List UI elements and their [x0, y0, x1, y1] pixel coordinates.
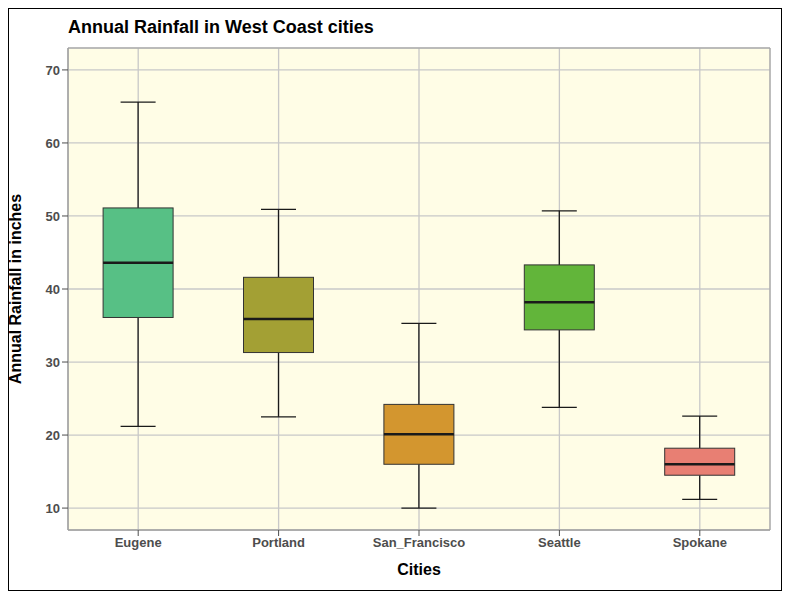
svg-text:40: 40: [46, 282, 60, 297]
html-text:Annual Rainfall in West Coast: Annual Rainfall in West Coast cities: [68, 17, 374, 37]
svg-text:50: 50: [46, 209, 60, 224]
svg-text:70: 70: [46, 63, 60, 78]
svg-text:Eugene: Eugene: [115, 535, 162, 550]
svg-text:20: 20: [46, 428, 60, 443]
svg-text:Seattle: Seattle: [538, 535, 581, 550]
svg-text:60: 60: [46, 136, 60, 151]
svg-text:30: 30: [46, 355, 60, 370]
svg-text:10: 10: [46, 501, 60, 516]
svg-text:Spokane: Spokane: [673, 535, 727, 550]
svg-text:Cities: Cities: [397, 561, 441, 578]
svg-text:Portland: Portland: [252, 535, 305, 550]
svg-text:San_Francisco: San_Francisco: [373, 535, 466, 550]
svg-text:Annual Rainfall in inches: Annual Rainfall in inches: [9, 194, 24, 384]
